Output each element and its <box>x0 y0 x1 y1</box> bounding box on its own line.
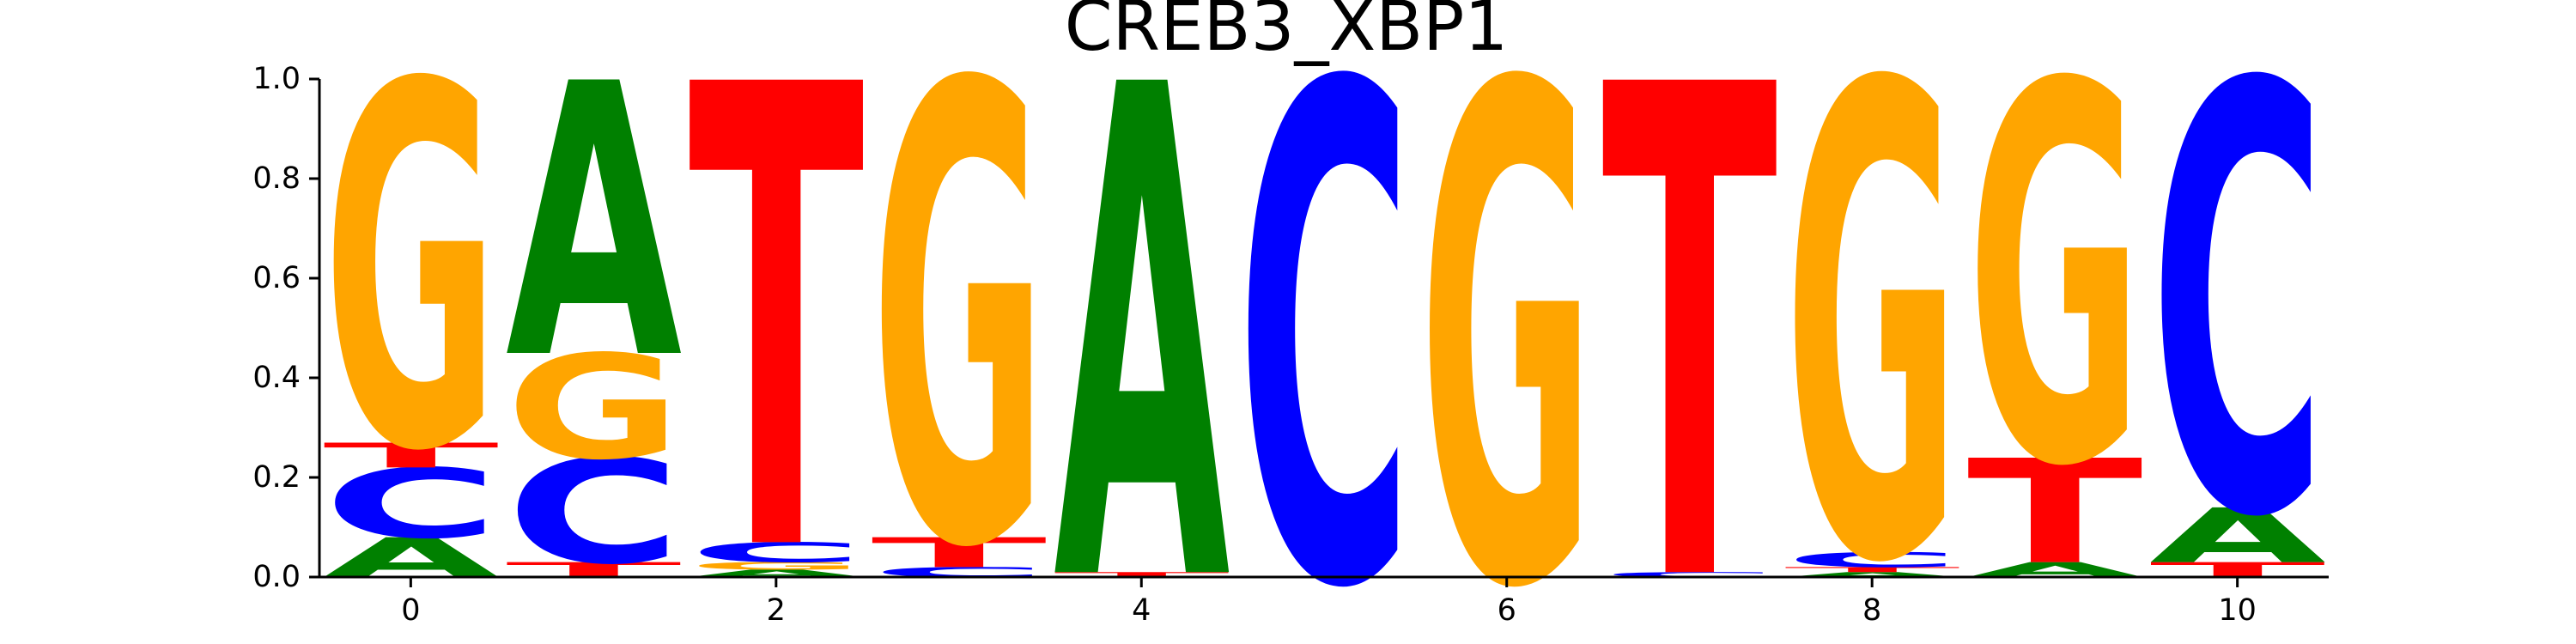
letter-c-pos-0: C <box>323 449 499 561</box>
letter-t-pos-2: T <box>689 0 866 644</box>
x-tick-label: 2 <box>767 593 786 628</box>
x-ticks: 0 2 4 6 8 10 <box>401 577 2257 628</box>
letter-c-pos-10: C <box>2150 0 2326 644</box>
x-tick-label: 10 <box>2218 593 2257 628</box>
letter-a-pos-4: A <box>1054 0 1231 644</box>
letter-t-pos-7: T <box>1601 0 1778 644</box>
axes <box>318 79 2329 579</box>
letter-c-pos-5: C <box>1236 0 1413 644</box>
y-ticks: 0.0 0.2 0.4 0.6 0.8 1.0 <box>252 62 319 594</box>
letter-c-pos-1: C <box>506 429 682 596</box>
y-tick-label: 0.0 <box>252 560 301 594</box>
letter-a-pos-1: A <box>506 5 683 442</box>
y-tick-label: 0.6 <box>252 261 301 295</box>
letter-a-pos-8: A <box>1784 571 1960 579</box>
letter-g-pos-0: G <box>323 0 498 561</box>
letter-g-pos-9: G <box>1967 0 2142 580</box>
letter-g-pos-6: G <box>1419 0 1595 644</box>
letter-t-pos-4: T <box>1054 571 1230 579</box>
letter-c-pos-7: C <box>1601 571 1777 579</box>
y-tick-label: 0.8 <box>252 161 301 196</box>
letter-g-pos-8: G <box>1784 0 1959 644</box>
letter-t-pos-9: T <box>1967 430 2143 597</box>
letter-g-pos-3: G <box>871 0 1046 644</box>
letter-a-pos-10: A <box>2150 493 2326 580</box>
letter-c-pos-8: C <box>1784 548 1960 572</box>
letter-g-pos-2: G <box>689 560 864 572</box>
x-tick-label: 6 <box>1498 593 1516 628</box>
x-tick-label: 0 <box>401 593 420 628</box>
y-tick-label: 0.4 <box>252 361 301 395</box>
chart-title: CREB3_XBP1 <box>1065 0 1509 66</box>
x-tick-label: 4 <box>1132 593 1151 628</box>
letter-g-pos-1: G <box>506 325 681 491</box>
x-tick-label: 8 <box>1862 593 1881 628</box>
letter-t-pos-0: T <box>323 435 499 475</box>
y-tick-label: 0.2 <box>252 460 301 495</box>
letter-t-pos-3: T <box>871 529 1047 577</box>
letter-t-pos-8: T <box>1784 566 1960 574</box>
y-tick-label: 1.0 <box>252 62 301 96</box>
letter-c-pos-2: C <box>689 537 865 568</box>
